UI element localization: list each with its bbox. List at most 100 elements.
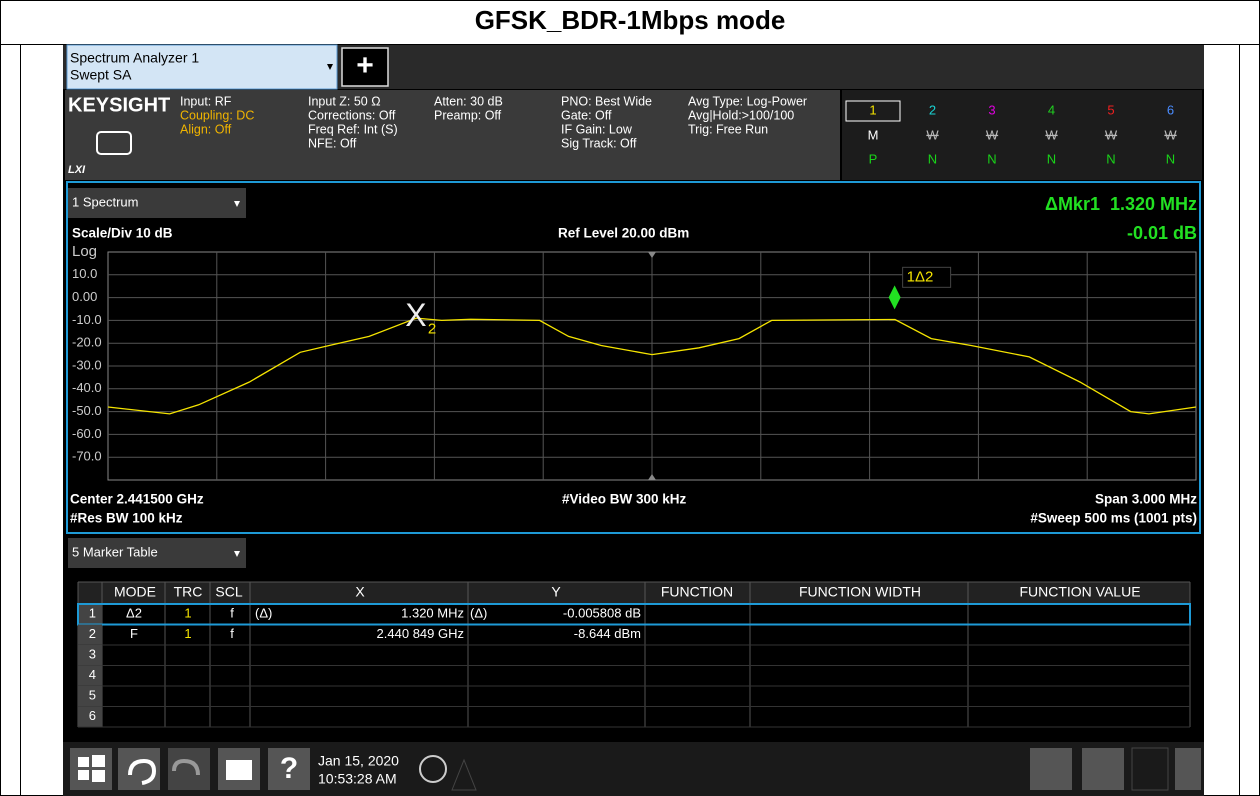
status-text: Freq Ref: Int (S): [308, 122, 398, 136]
cell-trc: 1: [184, 606, 191, 621]
tab-mode: Swept SA: [70, 67, 132, 83]
trace-number: 1: [869, 102, 876, 117]
trace-detector: P: [869, 151, 878, 166]
row-number: 1: [89, 606, 96, 621]
trace-detector: N: [1166, 151, 1175, 166]
y-tick-label: 0.00: [72, 289, 97, 304]
delta-value: -0.01 dB: [1127, 223, 1197, 243]
cell-y: -8.644 dBm: [574, 626, 641, 641]
y-tick-label: -30.0: [72, 357, 102, 372]
info-bar: [65, 90, 840, 180]
touch-button[interactable]: [1082, 748, 1124, 790]
window-selector[interactable]: [68, 538, 246, 568]
tab-dropdown: [327, 64, 333, 70]
brand: KEYSIGHT: [68, 94, 170, 116]
dropdown-arrow: [234, 201, 240, 207]
spectrum-window: [66, 181, 1201, 534]
center: Center 2.441500 GHz: [70, 492, 204, 507]
trace-line: [107, 317, 1197, 415]
column-header: SCL: [215, 584, 242, 600]
status-text: IF Gain: Low: [561, 122, 633, 136]
tab-name: Spectrum Analyzer 1: [70, 50, 199, 66]
ref-level: Ref Level 20.00 dBm: [558, 226, 689, 241]
row-number-cell: [78, 665, 102, 686]
delta-marker: [888, 285, 901, 310]
status-text: Sig Track: Off: [561, 136, 637, 150]
row-number-cell: [78, 706, 102, 727]
cell-x-ref: (Δ): [255, 606, 272, 621]
date: Jan 15, 2020: [318, 753, 399, 769]
y-tick-label: -50.0: [72, 403, 102, 418]
y-tick-label: -40.0: [72, 380, 102, 395]
status-text: Corrections: Off: [308, 108, 396, 122]
trace-number: 3: [988, 102, 995, 117]
y-tick-label: -70.0: [72, 449, 102, 464]
trace-type: W: [986, 127, 999, 142]
trace-type: W: [1105, 127, 1118, 142]
status-text: PNO: Best Wide: [561, 94, 652, 108]
redo-icon: [172, 758, 200, 776]
status-text: Avg|Hold:>100/100: [688, 108, 794, 122]
cell-y-ref: (Δ): [470, 606, 487, 621]
status-text: NFE: Off: [308, 136, 357, 150]
dropdown-arrow: [234, 551, 240, 557]
column-header: MODE: [114, 584, 156, 600]
column-header: X: [355, 584, 365, 600]
cell-scl: f: [230, 626, 234, 641]
trace-number: 5: [1107, 102, 1114, 117]
row-number-cell: [78, 604, 102, 625]
center-mark: [648, 252, 656, 258]
chat-icon[interactable]: [419, 755, 447, 783]
marker-label-box: [902, 266, 952, 288]
status-text: Coupling: DC: [180, 108, 254, 122]
add-button[interactable]: [341, 47, 389, 87]
trace-panel: [842, 90, 1202, 180]
window-selector[interactable]: [68, 188, 246, 218]
table-header: [78, 582, 1190, 604]
active-trace-box: [845, 100, 901, 122]
file-icon: [226, 760, 252, 780]
status-text: Input Z: 50 Ω: [308, 94, 381, 108]
row-number-cell: [78, 686, 102, 707]
row-number-cell: [78, 624, 102, 645]
fullscreen-button[interactable]: [1175, 748, 1201, 790]
cell-y: -0.005808 dB: [563, 606, 641, 621]
status-text: Gate: Off: [561, 108, 612, 122]
row-number-cell: [78, 645, 102, 666]
cell-x: 2.440 849 GHz: [377, 626, 464, 641]
row-number: 6: [89, 708, 96, 723]
help-label: ?: [280, 752, 298, 785]
multi-window-button[interactable]: [1131, 747, 1169, 791]
delta-marker: ΔMkr1 1.320 MHz: [1045, 194, 1197, 214]
cell-trc: 1: [184, 626, 191, 641]
status-text: Avg Type: Log-Power: [688, 94, 807, 108]
windows-button[interactable]: [70, 748, 112, 790]
trace-detector: N: [1106, 151, 1115, 166]
cell-scl: f: [230, 606, 234, 621]
layout-button[interactable]: [1030, 748, 1072, 790]
alert-icon: [451, 758, 477, 791]
trace-number: 2: [929, 102, 936, 117]
status-text: Trig: Free Run: [688, 122, 768, 136]
trace-detector: N: [1047, 151, 1056, 166]
scale: Scale/Div 10 dB: [72, 226, 173, 241]
trace-detector: N: [928, 151, 937, 166]
row-number: 5: [89, 688, 96, 703]
trace-type: W: [1164, 127, 1177, 142]
column-header: FUNCTION: [661, 584, 733, 600]
message-icon[interactable]: [96, 131, 132, 155]
time: 10:53:28 AM: [318, 771, 397, 787]
y-tick-label: -20.0: [72, 335, 102, 350]
taskbar-icons: [70, 747, 1201, 791]
status-text: Atten: 30 dB: [434, 94, 503, 108]
add-label: +: [356, 49, 374, 82]
undo-icon: [128, 758, 157, 785]
trace-type: W: [926, 127, 939, 142]
help-button[interactable]: [268, 748, 310, 790]
center-mark: [648, 474, 656, 480]
reference-marker: X: [405, 297, 426, 333]
tab[interactable]: [66, 44, 338, 90]
res-bw: #Res BW 100 kHz: [70, 511, 183, 526]
column-header: TRC: [174, 584, 203, 600]
